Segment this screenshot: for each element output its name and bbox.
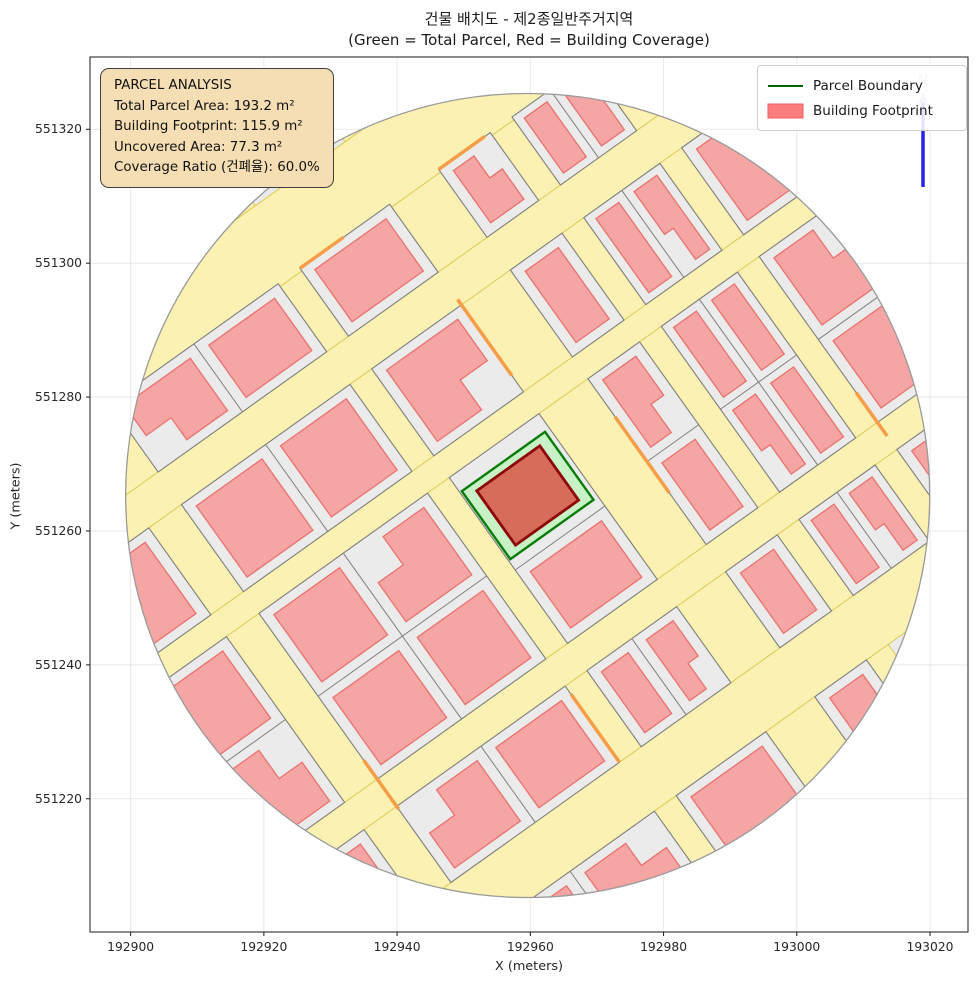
building-footprint-shape (494, 699, 606, 809)
building-footprint-shape (645, 619, 708, 702)
building-footprint-shape (272, 566, 389, 683)
road-casing (437, 135, 486, 171)
building-footprint-shape (595, 201, 673, 294)
parcel-analysis-box: PARCEL ANALYSIS Total Parcel Area: 193.2… (100, 68, 334, 188)
parcel-line (193, 343, 243, 413)
building-footprint-shape (207, 297, 313, 399)
y-axis-label: Y (meters) (8, 462, 24, 530)
road-casing (456, 298, 514, 377)
analysis-total-parcel-area: Total Parcel Area: 193.2 m² (114, 98, 295, 114)
building-footprint-shape (428, 759, 522, 869)
parcel-line (480, 745, 536, 823)
building-footprint-shape (810, 503, 881, 585)
legend-item-parcel-boundary: Parcel Boundary (767, 73, 957, 98)
y-tick-label: 551300 (35, 256, 82, 271)
analysis-box-title: PARCEL ANALYSIS (114, 78, 232, 93)
y-tick-label: 551240 (35, 657, 82, 672)
y-tick-label: 551320 (35, 122, 82, 137)
subject-building-footprint (474, 443, 581, 548)
parcel-line (631, 638, 687, 716)
x-tick-label: 192900 (107, 940, 155, 954)
building-footprint-shape (452, 155, 525, 224)
building-footprint-shape (195, 458, 314, 579)
x-tick-label: 192980 (640, 940, 688, 954)
x-axis-label: X (meters) (495, 959, 563, 974)
chart-title: 건물 배치도 - 제2종일반주거지역 (424, 10, 634, 28)
road-casing (298, 235, 345, 270)
road-casing (613, 415, 671, 494)
building-footprint-shape (279, 397, 399, 518)
road-casing (486, 904, 524, 931)
building-footprint-shape (601, 355, 673, 449)
parcel-line (836, 491, 892, 569)
parcel-line (646, 424, 699, 463)
legend: Parcel Boundary Building Footprint (757, 65, 967, 131)
building-footprint-shape (529, 519, 643, 630)
building-footprint-shape (600, 651, 673, 734)
building-footprint-shape (633, 174, 711, 261)
parcel-line (621, 190, 685, 278)
x-tick-label: 193020 (906, 940, 954, 954)
building-footprint-shape (385, 318, 489, 443)
road-casing (569, 693, 621, 764)
parcel-boundary-line-swatch (768, 84, 803, 87)
building-footprint-shape (416, 589, 532, 706)
building-footprint-shape (769, 365, 845, 455)
road-casing (854, 391, 889, 437)
x-tick-label: 192940 (373, 940, 421, 954)
building-footprint-shape (332, 649, 448, 766)
parcel-line (265, 444, 329, 532)
city-block (485, 810, 704, 898)
building-footprint-shape (523, 100, 588, 175)
plot-border (89, 56, 969, 933)
building-footprint-shape (561, 93, 626, 147)
x-tick-label: 193000 (773, 940, 821, 954)
building-footprint-shape (660, 438, 744, 531)
building-footprint-patch-swatch (767, 103, 804, 118)
city-block (896, 390, 930, 527)
y-tick-label: 551280 (35, 390, 82, 405)
building-footprint-shape (125, 357, 229, 441)
parcel-line (569, 870, 620, 898)
x-tick-label: 192960 (506, 940, 554, 954)
parcel-line (549, 93, 599, 159)
analysis-uncovered-area: Uncovered Area: 77.3 m² (114, 139, 283, 155)
analysis-radius-circle (124, 92, 931, 899)
analysis-building-footprint: Building Footprint: 115.9 m² (114, 119, 303, 134)
building-footprint-shape (524, 246, 611, 344)
building-footprint-shape (377, 506, 473, 623)
x-tick-label: 192920 (240, 940, 288, 954)
y-tick-label: 551260 (35, 523, 82, 538)
road-casing (362, 759, 401, 811)
building-footprint-shape (739, 548, 818, 635)
parcel-line (317, 575, 487, 697)
building-footprint-shape (672, 310, 748, 399)
legend-item-building-footprint: Building Footprint (767, 98, 957, 123)
legend-label-parcel-boundary: Parcel Boundary (813, 77, 923, 94)
chart-subtitle: (Green = Total Parcel, Red = Building Co… (348, 31, 710, 49)
parcel-line (720, 354, 797, 410)
building-footprint-shape (313, 217, 425, 323)
y-tick-label: 551220 (35, 791, 82, 806)
legend-label-building-footprint: Building Footprint (813, 102, 933, 119)
building-footprint-shape (848, 476, 919, 552)
building-footprint-shape (710, 283, 786, 372)
building-footprint-shape (731, 393, 807, 475)
parcel-line (514, 505, 606, 571)
analysis-coverage-ratio: Coverage Ratio (건폐율): 60.0% (114, 160, 320, 175)
